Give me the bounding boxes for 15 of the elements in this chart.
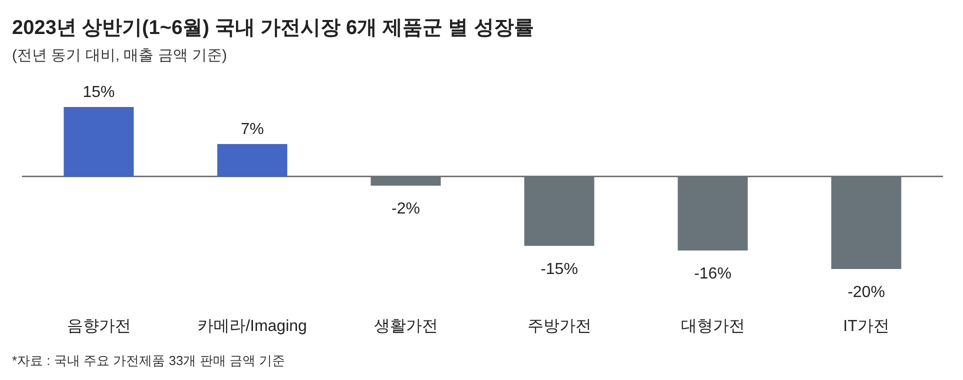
x-tick-label: 대형가전 <box>680 318 745 335</box>
text: *자료 : 국내 주요 가전제품 33개 판매 금액 기준 <box>12 353 286 368</box>
chart-title: 2023년 상반기(1~6월) 국내 가전시장 6개 제품군 별 성장률 <box>12 17 534 39</box>
data-label: -16% <box>694 265 732 282</box>
data-label: -15% <box>540 260 578 278</box>
x-tick-label: IT가전 <box>843 318 890 335</box>
data-label: -20% <box>848 284 885 301</box>
x-tick-label: 카메라/Imaging <box>198 318 307 335</box>
data-label: 15% <box>82 84 115 101</box>
data-label: 7% <box>240 121 264 138</box>
x-tick-label: 주방가전 <box>527 318 592 335</box>
chart-subtitle: (전년 동기 대비, 매출 금액 기준) <box>12 47 227 64</box>
x-tick-label: 음향가전 <box>66 318 131 335</box>
x-tick-label: 생활가전 <box>374 318 438 335</box>
data-label: -2% <box>392 200 420 218</box>
